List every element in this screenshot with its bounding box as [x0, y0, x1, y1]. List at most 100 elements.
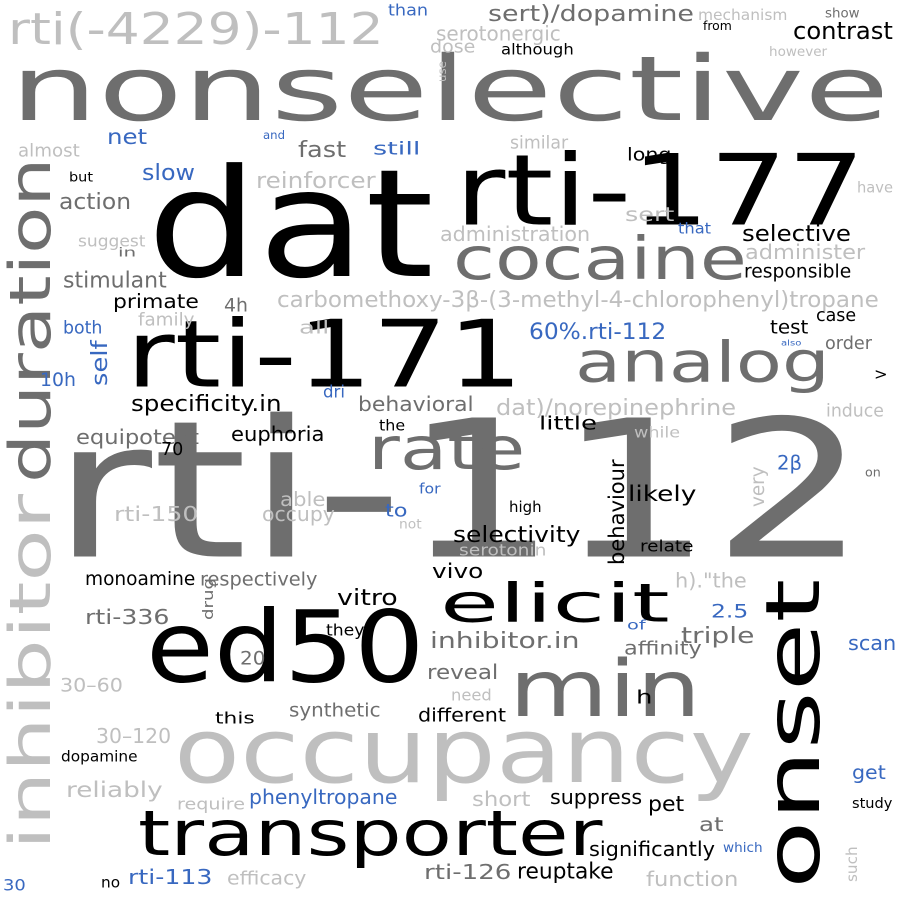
word-vitro: vitro: [337, 585, 398, 611]
word-min: min: [509, 643, 702, 735]
word-similar: similar: [510, 133, 569, 154]
word-drug: drug: [200, 577, 217, 620]
word-respectively: respectively: [200, 569, 318, 591]
word-reuptake: reuptake: [517, 859, 614, 885]
word-at: at: [699, 813, 724, 836]
word-70: 70: [161, 440, 184, 460]
word-administer: administer: [745, 240, 866, 264]
word-while: while: [634, 423, 681, 442]
word-phenyltropane: phenyltropane: [249, 785, 398, 809]
word-selectivity: selectivity: [453, 522, 581, 548]
word-test: test: [770, 317, 809, 339]
word-cocaine: cocaine: [453, 224, 747, 293]
word-family: family: [138, 310, 195, 331]
word-action: action: [59, 189, 132, 215]
word-vivo: vivo: [432, 559, 484, 583]
word-primate: primate: [113, 290, 199, 313]
word-4h: 4h: [224, 295, 248, 317]
word-although: although: [501, 40, 574, 59]
word-rti-112: rti-112: [52, 379, 868, 602]
word-dopamine: dopamine: [61, 747, 138, 766]
word-able: able: [280, 488, 326, 511]
word-triple: triple: [681, 623, 755, 649]
word-function: function: [646, 867, 739, 891]
word-need: need: [451, 685, 492, 705]
word-30-60: 30–60: [60, 675, 123, 697]
word-not: not: [399, 517, 422, 533]
word-but: but: [69, 170, 94, 186]
word-no: no: [101, 873, 121, 892]
word-slow: slow: [142, 160, 196, 186]
word-different: different: [418, 705, 506, 727]
word-specificity-in: specificity.in: [131, 391, 282, 417]
word-10h: 10h: [40, 370, 76, 391]
word-use: use: [435, 61, 449, 82]
word-suppress: suppress: [550, 785, 643, 809]
word-inhibitor: inhibitor: [0, 493, 64, 850]
word-of: of: [627, 618, 646, 634]
word-order: order: [825, 334, 872, 354]
word-30: 30: [3, 875, 26, 895]
word-reveal: reveal: [427, 660, 499, 684]
word-the: the: [379, 416, 406, 435]
word-significantly: significantly: [589, 837, 716, 861]
word-pet: pet: [648, 792, 685, 817]
word-inhibitor-in: inhibitor.in: [430, 628, 580, 654]
word-dose: dose: [430, 37, 476, 58]
word-little: little: [539, 413, 597, 435]
word-rti-4229-112: rti(-4229)-112: [8, 4, 384, 55]
word-from: from: [703, 18, 732, 33]
word-induce: induce: [826, 401, 884, 422]
word-however: however: [769, 44, 828, 60]
word-likely: likely: [628, 482, 697, 507]
word-efficacy: efficacy: [227, 868, 307, 890]
word-analog: analog: [575, 330, 830, 396]
word-on: on: [865, 464, 881, 480]
word-reinforcer: reinforcer: [256, 168, 376, 194]
word-20: 20: [240, 648, 266, 670]
word-affinity: affinity: [624, 638, 702, 660]
word-serotonergic: serotonergic: [436, 21, 561, 46]
word-rti-113: rti-113: [128, 865, 213, 889]
word-all: all: [299, 318, 330, 339]
word-h-the: h)."the: [675, 568, 747, 593]
word-elicit: elicit: [440, 572, 670, 635]
word-occupancy: occupancy: [174, 700, 754, 804]
word-synthetic: synthetic: [289, 700, 381, 722]
word-rti-177: rti-177: [455, 134, 866, 249]
word-monoamine: monoamine: [85, 569, 196, 590]
word-rti-150: rti-150: [114, 502, 199, 526]
word-study: study: [852, 795, 893, 812]
word-stimulant: stimulant: [63, 268, 167, 294]
word-have: have: [857, 179, 893, 197]
word-to: to: [385, 501, 408, 522]
word-still: still: [373, 139, 421, 160]
word-show: show: [825, 6, 860, 22]
word-suggest: suggest: [78, 231, 146, 251]
word-selective: selective: [742, 221, 851, 247]
word-reliably: reliably: [66, 778, 163, 803]
word-get: get: [852, 761, 886, 784]
word-sert-dopamine: sert)/dopamine: [488, 1, 694, 27]
word-net: net: [107, 125, 148, 150]
word-2-5: 2.5: [711, 601, 749, 623]
word-also: also: [781, 337, 802, 348]
word-in: in: [118, 245, 137, 260]
word-self: self: [87, 340, 113, 386]
word-carbomethoxy: carbomethoxy-3β-(3-methyl-4-chlorophenyl…: [277, 287, 879, 313]
word-euphoria: euphoria: [231, 422, 325, 446]
word-2beta: 2β: [777, 451, 802, 475]
word-behaviour: behaviour: [603, 459, 629, 565]
word-both: both: [63, 318, 103, 339]
word-greater-than: >: [874, 364, 888, 384]
word-long: long: [627, 145, 672, 166]
word-sert: sert: [625, 203, 675, 226]
word-relate: relate: [640, 536, 694, 556]
word-responsible: responsible: [744, 261, 852, 283]
word-behavioral: behavioral: [358, 392, 474, 416]
word-dat-norepinephrine: dat)/norepinephrine: [496, 395, 737, 421]
word-30-120: 30–120: [96, 724, 172, 748]
word-short: short: [472, 787, 531, 811]
word-duration: duration: [0, 157, 64, 484]
word-they: they: [326, 620, 365, 640]
